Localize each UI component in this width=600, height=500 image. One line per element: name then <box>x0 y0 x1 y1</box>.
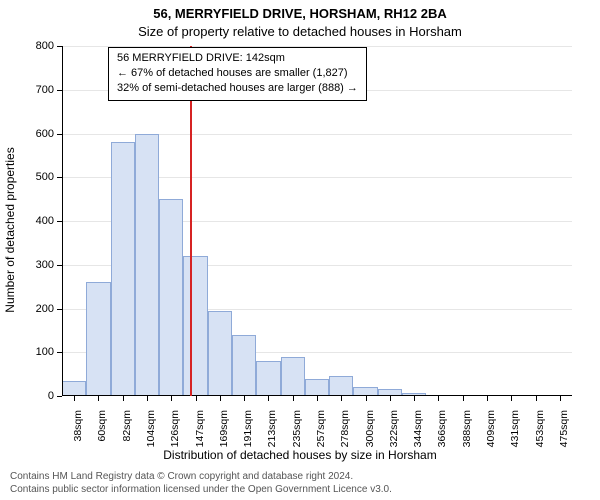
axis-left <box>62 46 63 396</box>
ytick <box>57 134 62 135</box>
ytick <box>57 265 62 266</box>
footer: Contains HM Land Registry data © Crown c… <box>10 471 590 496</box>
ytick-label: 300 <box>0 259 54 271</box>
histogram-bar <box>183 256 207 396</box>
xtick <box>268 396 269 401</box>
ytick <box>57 352 62 353</box>
ytick-label: 200 <box>0 303 54 315</box>
xtick <box>390 396 391 401</box>
xtick <box>438 396 439 401</box>
ytick-label: 100 <box>0 346 54 358</box>
xtick <box>536 396 537 401</box>
x-axis-label: Distribution of detached houses by size … <box>0 448 600 462</box>
ytick-label: 600 <box>0 128 54 140</box>
xtick <box>244 396 245 401</box>
ytick-label: 0 <box>0 390 54 402</box>
ytick <box>57 221 62 222</box>
histogram-bar <box>256 361 280 396</box>
ytick <box>57 396 62 397</box>
histogram-bar <box>305 379 329 397</box>
xtick <box>511 396 512 401</box>
histogram-bar <box>329 376 353 396</box>
xtick <box>341 396 342 401</box>
xtick <box>171 396 172 401</box>
xtick <box>487 396 488 401</box>
histogram-bar <box>159 199 183 396</box>
ytick-label: 700 <box>0 84 54 96</box>
xtick <box>98 396 99 401</box>
xtick <box>317 396 318 401</box>
histogram-bar <box>281 357 305 396</box>
histogram-bar <box>208 311 232 396</box>
xtick <box>293 396 294 401</box>
chart-title-main: 56, MERRYFIELD DRIVE, HORSHAM, RH12 2BA <box>0 6 600 21</box>
ytick <box>57 90 62 91</box>
histogram-bar <box>111 142 135 396</box>
xtick <box>220 396 221 401</box>
histogram-bar <box>86 282 110 396</box>
ytick <box>57 46 62 47</box>
xtick <box>414 396 415 401</box>
xtick <box>196 396 197 401</box>
callout-line-2: ← 67% of detached houses are smaller (1,… <box>117 66 358 81</box>
footer-line-2: Contains public sector information licen… <box>10 484 392 495</box>
xtick <box>147 396 148 401</box>
ytick <box>57 309 62 310</box>
chart-container: 56, MERRYFIELD DRIVE, HORSHAM, RH12 2BA … <box>0 0 600 500</box>
callout-box: 56 MERRYFIELD DRIVE: 142sqm ← 67% of det… <box>108 47 367 101</box>
footer-line-1: Contains HM Land Registry data © Crown c… <box>10 471 353 482</box>
xtick <box>463 396 464 401</box>
ytick-label: 800 <box>0 40 54 52</box>
histogram-bar <box>135 134 159 397</box>
xtick <box>74 396 75 401</box>
xtick <box>366 396 367 401</box>
ytick <box>57 177 62 178</box>
xtick <box>560 396 561 401</box>
callout-line-1: 56 MERRYFIELD DRIVE: 142sqm <box>117 51 358 66</box>
xtick <box>123 396 124 401</box>
histogram-bar <box>232 335 256 396</box>
histogram-bar <box>62 381 86 396</box>
ytick-label: 500 <box>0 171 54 183</box>
callout-line-3: 32% of semi-detached houses are larger (… <box>117 81 358 96</box>
ytick-label: 400 <box>0 215 54 227</box>
chart-title-sub: Size of property relative to detached ho… <box>0 24 600 39</box>
